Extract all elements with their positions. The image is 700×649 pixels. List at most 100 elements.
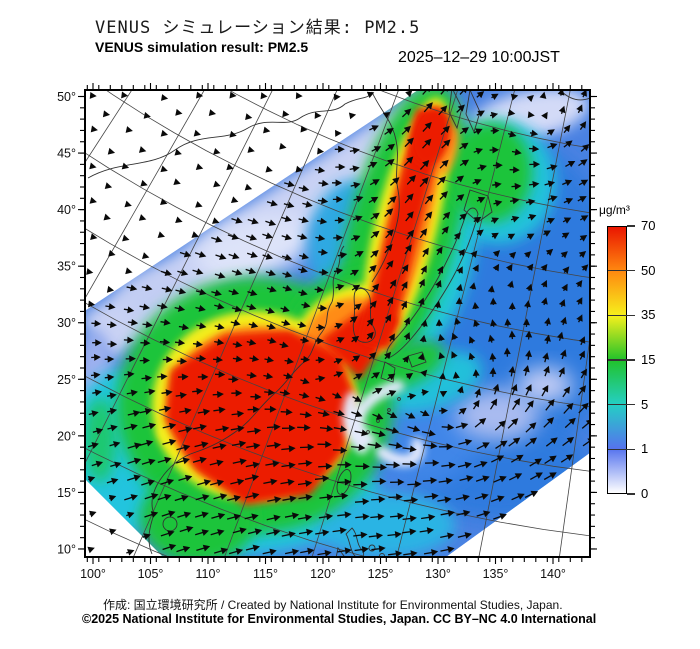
wind-arrow (317, 410, 330, 418)
wind-arrow (160, 530, 175, 537)
wind-arrow (263, 126, 271, 134)
wind-arrow (405, 412, 416, 419)
wind-arrow (90, 125, 98, 133)
wind-arrow (576, 297, 583, 305)
wind-arrow (213, 180, 221, 188)
wind-arrow (472, 301, 480, 310)
wind-arrow (457, 532, 472, 539)
wind-arrow (318, 462, 333, 470)
wind-arrow (178, 426, 193, 434)
wind-arrow (561, 232, 570, 239)
lon-tick-label: 120° (310, 567, 336, 581)
wind-arrow (160, 269, 172, 277)
wind-arrow (557, 90, 565, 96)
wind-arrow (401, 125, 412, 135)
wind-arrow (266, 441, 282, 449)
graticule-parallel (85, 447, 369, 557)
wind-arrow (351, 284, 361, 292)
wind-arrow (143, 112, 151, 119)
wind-arrow (545, 437, 558, 447)
wind-arrow (298, 528, 314, 536)
wind-arrow (227, 233, 240, 240)
wind-arrow (456, 266, 463, 274)
wind-arrow (332, 392, 342, 399)
wind-arrow (508, 330, 516, 340)
wind-arrow (529, 472, 543, 480)
wind-arrow (300, 355, 311, 363)
wind-arrow (367, 161, 378, 169)
wind-arrow (441, 423, 455, 431)
wind-arrow (332, 446, 348, 454)
wind-arrow (265, 165, 273, 173)
lat-tick-label: 25° (57, 373, 76, 387)
coastline-taiwan (336, 469, 352, 495)
wind-arrow (490, 217, 499, 224)
wind-arrow (386, 390, 397, 397)
wind-arrow (543, 365, 550, 377)
wind-arrow (565, 160, 576, 168)
wind-arrow (372, 477, 387, 485)
wind-arrow (263, 478, 278, 486)
wind-arrow (403, 317, 411, 326)
wind-arrow (108, 494, 117, 502)
wind-arrow (314, 166, 326, 174)
wind-arrow (175, 392, 187, 399)
wind-arrow (194, 251, 207, 258)
wind-arrow (577, 196, 587, 203)
wind-arrow (419, 527, 434, 535)
wind-arrow (281, 215, 292, 222)
wind-arrow (510, 454, 524, 463)
wind-arrow (317, 440, 332, 448)
wind-arrow (262, 253, 274, 260)
wind-arrow (124, 494, 138, 501)
wind-arrow (298, 493, 313, 501)
wind-arrow (335, 302, 345, 309)
wind-arrow (315, 234, 326, 242)
wind-arrow (297, 514, 313, 522)
wind-arrow (162, 543, 177, 551)
lon-tick-label: 110° (196, 567, 221, 581)
wind-arrow (473, 147, 484, 155)
wind-arrow (89, 162, 97, 170)
wind-arrow (334, 145, 345, 153)
wind-arrow (459, 159, 470, 167)
field-green (448, 122, 532, 222)
wind-arrow (121, 91, 129, 99)
colorbar-tick-line (627, 225, 635, 227)
wind-arrow (142, 533, 151, 540)
wind-arrow (315, 529, 330, 537)
wind-arrow (123, 306, 135, 314)
wind-arrow (197, 408, 211, 416)
coastline-shikoku (407, 351, 427, 368)
wind-arrow (314, 475, 330, 483)
wind-arrow (281, 424, 296, 432)
wind-arrow (350, 235, 361, 242)
wind-arrow (371, 372, 380, 379)
wind-arrow (231, 305, 243, 313)
wind-arrow (441, 461, 456, 469)
wind-arrow (195, 305, 206, 312)
wind-arrow (421, 389, 429, 396)
wind-arrow (92, 427, 104, 435)
wind-arrow (127, 318, 139, 326)
graticule-parallel (378, 90, 590, 149)
field-green (365, 340, 445, 392)
wind-arrow (248, 321, 259, 329)
wind-arrow (424, 459, 440, 467)
wind-arrow (250, 393, 262, 401)
wind-arrow (86, 268, 94, 275)
coastline-hokkaido (463, 189, 493, 223)
wind-arrow (353, 373, 363, 380)
wind-arrow (317, 217, 328, 225)
coastline-china (148, 301, 333, 555)
wind-arrow (298, 185, 310, 192)
wind-arrow (337, 547, 352, 555)
wind-arrow (178, 323, 190, 331)
wind-arrow (455, 283, 463, 292)
map-frame (84, 89, 591, 558)
wind-arrow (192, 387, 204, 395)
wind-arrow (349, 165, 360, 173)
wind-arrow (226, 163, 234, 171)
wind-arrow (247, 405, 260, 413)
